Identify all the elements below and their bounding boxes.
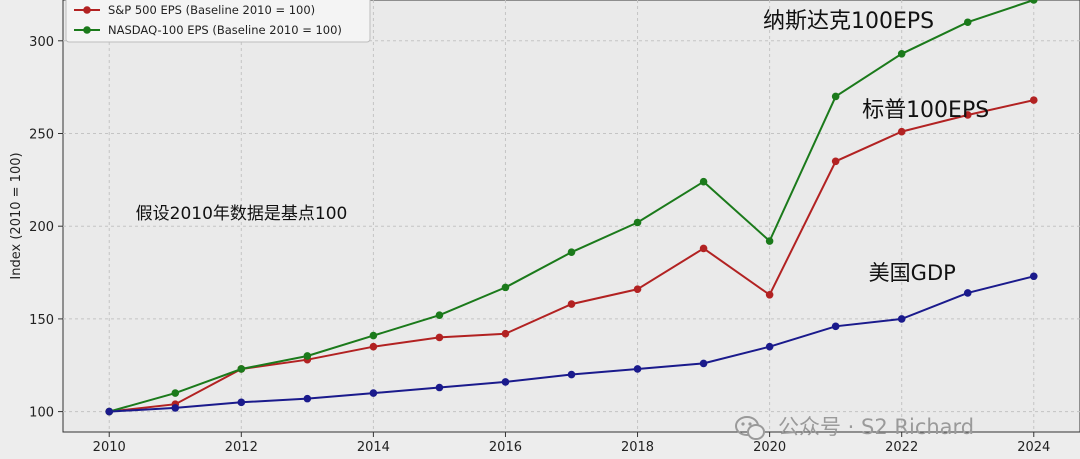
x-tick-label: 2012	[225, 440, 258, 455]
data-point	[1029, 272, 1038, 281]
legend-marker	[83, 6, 91, 14]
data-point	[369, 342, 378, 351]
data-point	[699, 244, 708, 253]
data-point	[1029, 96, 1038, 104]
data-point	[831, 322, 840, 331]
data-point	[765, 237, 774, 245]
x-tick-label: 2014	[357, 440, 390, 455]
series-lines	[105, 0, 1038, 416]
data-point	[699, 359, 708, 368]
grid-lines	[63, 0, 1080, 432]
legend-marker	[83, 26, 91, 34]
data-point	[633, 285, 642, 294]
data-point	[897, 49, 906, 58]
x-tick-label: 2024	[1017, 440, 1050, 455]
x-tick-label: 2020	[753, 440, 786, 455]
watermark: 公众号 · S2 Richard	[735, 415, 974, 440]
data-point	[303, 352, 312, 360]
y-axis-label: Index (2010 = 100)	[9, 152, 24, 279]
x-tick-label: 2010	[93, 440, 126, 455]
data-point	[435, 383, 444, 392]
x-tick-label: 2022	[885, 440, 918, 455]
data-point	[435, 333, 444, 342]
data-point	[567, 300, 576, 308]
data-point	[699, 177, 708, 186]
data-point	[369, 389, 378, 397]
legend: S&P 500 EPS (Baseline 2010 = 100) NASDAQ-…	[65, 0, 371, 43]
y-tick-label: 250	[29, 127, 54, 142]
data-point	[435, 311, 444, 319]
annotation-text: 标普100EPS	[862, 98, 989, 123]
plot-area	[62, 0, 1080, 433]
annotations: 纳斯达克100EPS 标普100EPS 美国GDP 假设2010年数据是基点100	[136, 9, 990, 285]
y-tick-label: 200	[29, 220, 54, 235]
data-point	[501, 378, 510, 386]
data-point	[171, 389, 180, 397]
data-point	[963, 18, 972, 27]
data-point	[105, 407, 114, 416]
data-point	[897, 315, 906, 323]
data-point	[501, 283, 510, 292]
data-point	[831, 157, 840, 166]
data-point	[963, 111, 972, 119]
legend-entry: NASDAQ-100 EPS (Baseline 2010 = 100)	[108, 23, 342, 37]
data-point	[501, 329, 510, 338]
data-point	[831, 92, 840, 101]
x-tick-label: 2016	[489, 440, 522, 455]
data-point	[897, 127, 906, 136]
y-tick-label: 150	[29, 313, 54, 328]
y-axis-ticks: 100 150 200 250 300	[29, 35, 63, 421]
annotation-text: 美国GDP	[869, 261, 956, 285]
data-point	[237, 398, 246, 407]
data-point	[171, 404, 180, 412]
annotation-text: 假设2010年数据是基点100	[136, 204, 348, 224]
data-point	[765, 342, 774, 351]
data-point	[1029, 0, 1038, 4]
data-point	[237, 365, 246, 373]
legend-entry: S&P 500 EPS (Baseline 2010 = 100)	[108, 3, 315, 17]
data-point	[633, 218, 642, 227]
y-tick-label: 300	[29, 35, 54, 50]
wechat-icon	[735, 416, 765, 440]
y-tick-label: 100	[29, 406, 54, 421]
data-point	[963, 289, 972, 297]
watermark-text: 公众号 · S2 Richard	[778, 415, 974, 439]
x-tick-label: 2018	[621, 440, 654, 455]
data-point	[765, 290, 774, 299]
data-point	[369, 331, 378, 340]
data-point	[567, 370, 576, 379]
data-point	[303, 394, 312, 403]
series-1	[105, 0, 1038, 416]
x-axis-ticks: 2010 2012 2014 2016 2018 2020 2022 2024	[93, 432, 1050, 455]
data-point	[633, 365, 642, 373]
series-2	[105, 272, 1038, 416]
data-point	[567, 248, 576, 256]
legend-box	[65, 0, 371, 43]
annotation-text: 纳斯达克100EPS	[763, 9, 934, 34]
